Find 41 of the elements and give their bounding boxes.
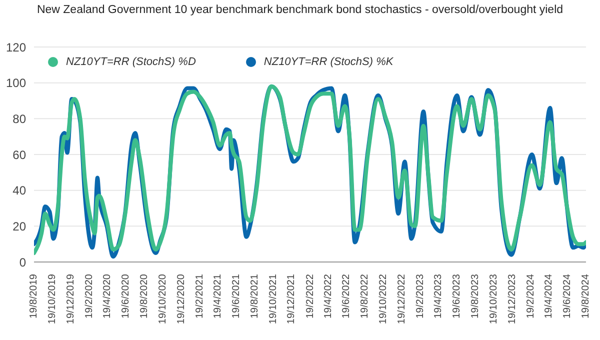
x-tick-label: 19/10/2023 [488,274,500,324]
y-tick-label: 80 [12,112,26,126]
x-tick-label: 19/12/2022 [396,274,408,324]
x-tick-label: 19/6/2024 [562,274,574,318]
x-tick-label: 19/8/2024 [580,274,592,318]
x-tick-label: 19/12/2020 [176,274,187,324]
x-tick-label: 19/6/2022 [341,274,352,318]
x-tick-label: 19/2/2023 [415,274,426,318]
x-tick-label: 19/2/2022 [304,274,316,318]
x-tick-label: 19/4/2023 [433,274,444,318]
x-tick-label: 19/6/2021 [230,274,242,318]
y-tick-label: 60 [12,148,26,162]
x-tick-label: 19/2/2020 [84,274,96,318]
x-tick-label: 19/4/2021 [212,274,224,318]
x-tick-label: 19/10/2021 [268,274,279,324]
x-tick-label: 19/12/2021 [286,274,298,324]
x-tick-label: 19/8/2023 [470,274,481,318]
y-tick-label: 20 [12,219,26,234]
x-tick-label: 19/6/2020 [120,274,132,318]
y-tick-label: 120 [6,40,26,54]
legend-label: NZ10YT=RR (StochS) %D [65,56,196,68]
x-tick-label: 19/4/2024 [544,274,555,318]
x-tick-label: 19/8/2021 [249,274,260,318]
x-tick-label: 19/2/2024 [526,274,537,318]
x-tick-label: 19/8/2020 [139,274,150,318]
x-tick-label: 19/4/2020 [102,274,114,318]
x-tick-label: 19/10/2020 [158,274,169,324]
x-tick-label: 19/10/2019 [46,274,58,324]
y-tick-label: 100 [6,76,26,90]
legend-label: NZ10YT=RR (StochS) %K [262,56,394,68]
x-tick-label: 19/8/2019 [28,274,40,318]
y-tick-label: 0 [19,255,26,270]
x-tick-label: 19/8/2022 [360,274,371,318]
x-tick-label: 19/4/2022 [322,274,334,318]
y-tick-label: 40 [12,184,26,198]
x-tick-label: 19/6/2023 [451,274,462,318]
x-tick-label: 19/10/2022 [378,274,390,324]
x-tick-label: 19/12/2023 [506,274,518,324]
x-tick-label: 19/12/2019 [65,274,76,324]
chart-title: New Zealand Government 10 year benchmark benchmark bond stochastics - oversold/overbought yield [36,4,564,16]
x-tick-label: 19/2/2021 [194,274,206,318]
